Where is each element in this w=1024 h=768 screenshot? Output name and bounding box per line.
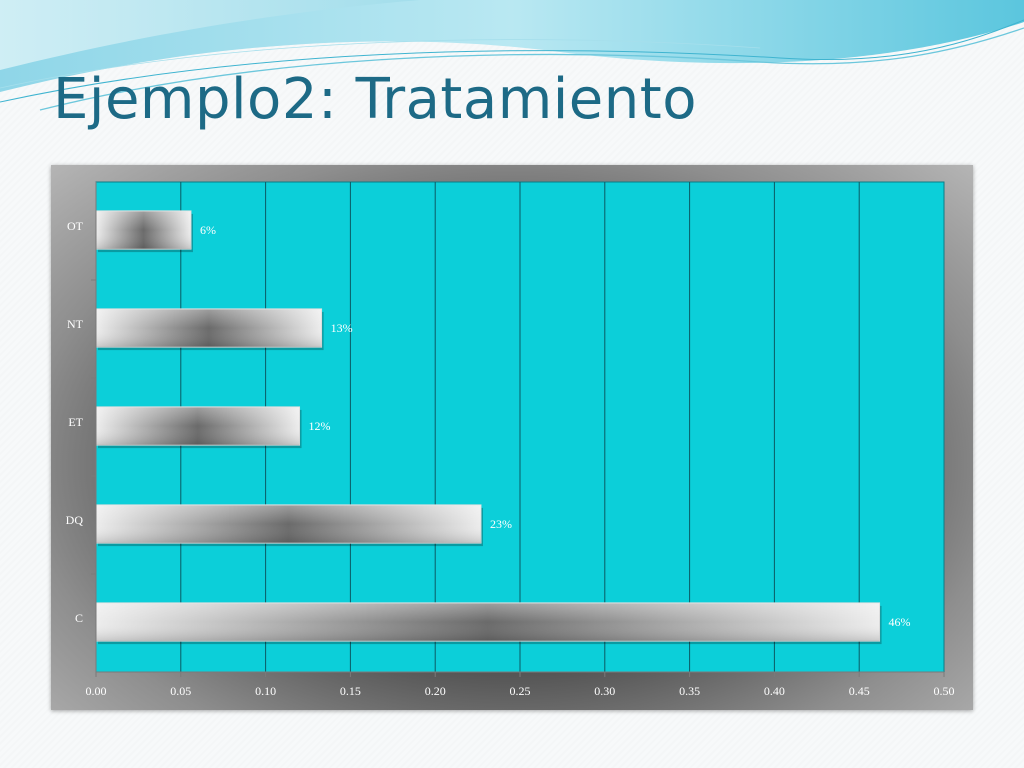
bar-highlight bbox=[96, 308, 322, 348]
bar-chart: 6%13%12%23%46% 0.00 0.05 0.10 0.15 0.20 0.25 0… bbox=[66, 181, 955, 698]
x-tick-label: 0.00 bbox=[86, 684, 107, 698]
bar-group: 23% bbox=[95, 504, 512, 547]
category-label: C bbox=[75, 611, 83, 625]
x-tick-label: 0.50 bbox=[934, 684, 955, 698]
x-tick-label: 0.45 bbox=[849, 684, 870, 698]
category-label: DQ bbox=[66, 513, 84, 527]
x-tick-label: 0.40 bbox=[764, 684, 785, 698]
x-tick-label: 0.30 bbox=[594, 684, 615, 698]
x-tick-label: 0.25 bbox=[510, 684, 531, 698]
bar-group: 6% bbox=[95, 210, 216, 253]
bar-group: 46% bbox=[95, 602, 911, 645]
data-label: 46% bbox=[889, 615, 911, 629]
x-tick-label: 0.35 bbox=[679, 684, 700, 698]
x-tick-label: 0.10 bbox=[255, 684, 276, 698]
bar-group: 13% bbox=[95, 308, 353, 351]
bar-group: 12% bbox=[95, 406, 331, 449]
bar-highlight bbox=[96, 504, 481, 544]
data-label: 12% bbox=[309, 419, 331, 433]
data-label: 6% bbox=[200, 223, 216, 237]
data-label: 23% bbox=[490, 517, 512, 531]
slide-title: Ejemplo2: Tratamiento bbox=[53, 67, 697, 132]
x-tick-label: 0.20 bbox=[425, 684, 446, 698]
category-label: NT bbox=[67, 317, 84, 331]
x-tick-label: 0.15 bbox=[340, 684, 361, 698]
category-label: OT bbox=[67, 219, 84, 233]
bar-highlight bbox=[96, 210, 191, 250]
chart-frame: 6% 13% 12% 23% 46% 0.00 0.05 0.10 0.15 0.20 0.25 0… bbox=[51, 165, 973, 710]
header-swoosh-decoration bbox=[0, 0, 1024, 111]
bar-highlight bbox=[96, 406, 300, 446]
x-tick-label: 0.05 bbox=[170, 684, 191, 698]
axes: 0.00 0.05 0.10 0.15 0.20 0.25 0.30 0.35 0.40 0.45… bbox=[66, 182, 955, 698]
bars: 6% 13% 12% 23% 46% bbox=[95, 210, 911, 645]
category-label: ET bbox=[68, 415, 83, 429]
data-label: 13% bbox=[331, 321, 353, 335]
bar-highlight bbox=[96, 602, 880, 642]
